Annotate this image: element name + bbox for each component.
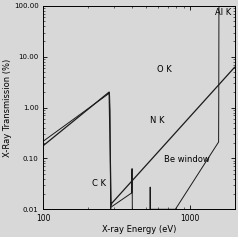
X-axis label: X-ray Energy (eV): X-ray Energy (eV) [102,224,176,233]
Text: O K: O K [157,65,171,74]
Text: C K: C K [92,179,106,188]
Text: Be window: Be window [164,155,210,164]
Text: N K: N K [150,116,164,125]
Text: Al K: Al K [215,8,232,17]
Y-axis label: X-Ray Transmission (%): X-Ray Transmission (%) [4,59,12,157]
